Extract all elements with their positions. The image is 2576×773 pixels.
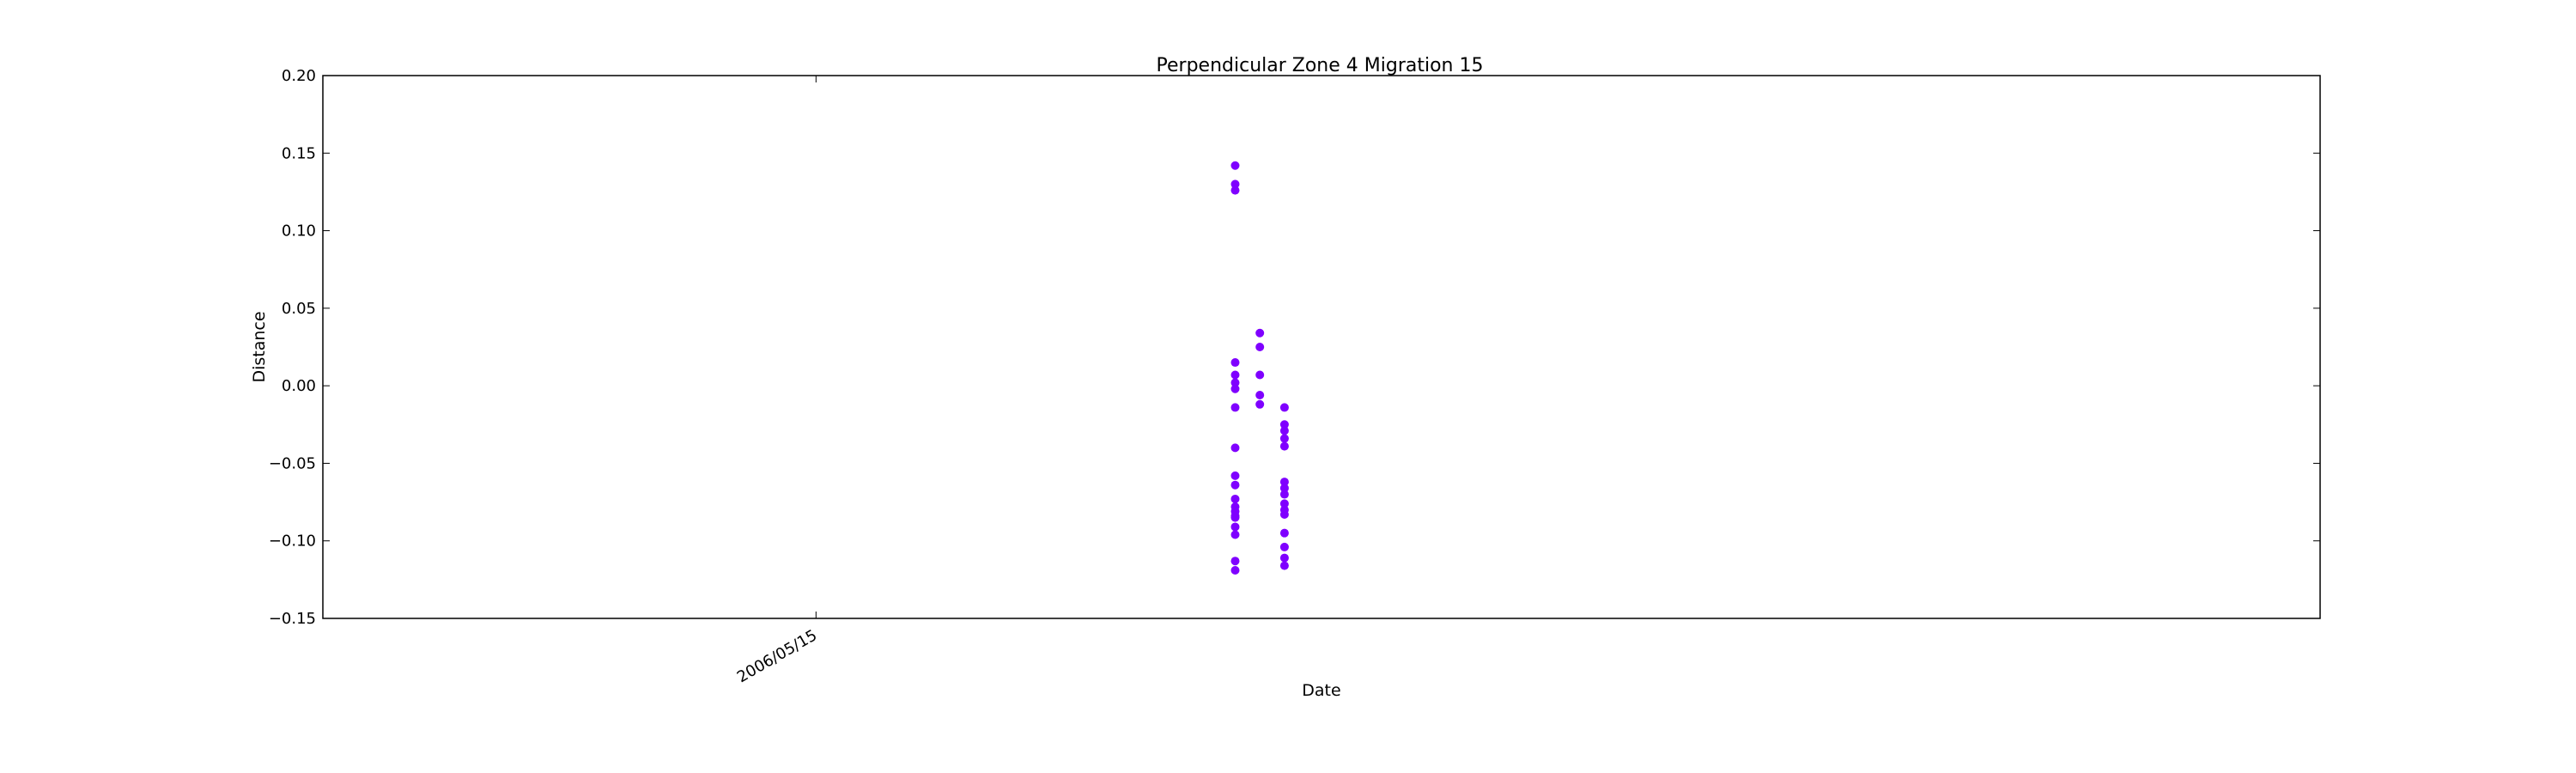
data-point <box>1230 443 1240 453</box>
y-tick-label: 0.10 <box>282 222 316 240</box>
data-point <box>1230 358 1240 368</box>
x-axis-label: Date <box>1302 681 1340 700</box>
data-point <box>1279 553 1289 563</box>
plot-area-frame <box>322 75 2321 619</box>
data-point <box>1230 378 1240 387</box>
data-point <box>1230 384 1240 393</box>
data-point <box>1230 471 1240 480</box>
y-tick-label: 0.05 <box>282 300 316 318</box>
data-point <box>1255 343 1265 351</box>
data-point <box>1230 522 1240 532</box>
data-point <box>1279 528 1289 538</box>
y-tick-label: 0.00 <box>282 377 316 395</box>
data-point <box>1230 403 1240 412</box>
data-point <box>1255 399 1265 409</box>
x-axis: 2006/05/15 <box>734 76 820 686</box>
y-tick-label: 0.20 <box>282 67 316 85</box>
data-point <box>1230 507 1240 516</box>
data-point <box>1279 441 1289 451</box>
data-point <box>1279 510 1289 520</box>
y-axis-label: Distance <box>250 311 269 382</box>
data-point <box>1230 566 1240 575</box>
data-point <box>1279 561 1289 570</box>
data-points <box>1230 161 1289 575</box>
x-tick-label: 2006/05/15 <box>734 626 820 686</box>
data-point <box>1255 390 1265 399</box>
data-point <box>1230 557 1240 566</box>
data-point <box>1279 542 1289 551</box>
data-point <box>1230 180 1240 189</box>
chart-title: Perpendicular Zone 4 Migration 15 <box>1157 55 1484 76</box>
y-tick-label: −0.05 <box>269 454 316 472</box>
y-tick-label: −0.15 <box>269 610 316 628</box>
data-point <box>1230 530 1240 539</box>
data-point <box>1230 161 1240 170</box>
data-point <box>1230 480 1240 490</box>
data-point <box>1230 494 1240 503</box>
y-axis: 0.20 0.15 0.10 0.05 0.00 −0.05 −0.10 −0.15 <box>269 67 2320 628</box>
data-point <box>1230 186 1240 195</box>
data-point <box>1279 426 1289 435</box>
y-tick-label: 0.15 <box>282 144 316 162</box>
data-point <box>1230 513 1240 522</box>
data-point <box>1279 478 1289 487</box>
data-point <box>1255 370 1265 380</box>
data-point <box>1279 434 1289 443</box>
data-point <box>1279 484 1289 493</box>
data-point <box>1230 370 1240 380</box>
data-point <box>1279 499 1289 508</box>
data-point <box>1255 328 1265 338</box>
data-point <box>1279 420 1289 429</box>
data-point <box>1279 403 1289 412</box>
y-tick-label: −0.10 <box>269 533 316 551</box>
data-point <box>1279 490 1289 499</box>
